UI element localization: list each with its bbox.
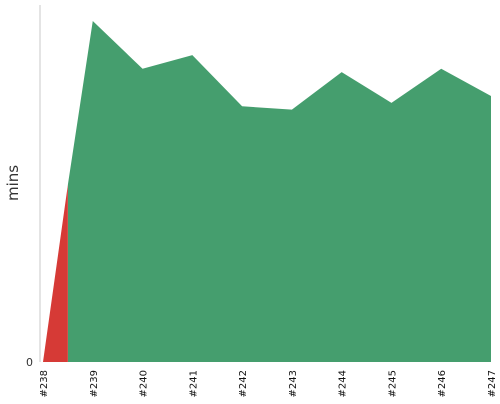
x-tick-label: #239 — [89, 370, 100, 397]
x-tick-label: #242 — [238, 370, 249, 397]
x-tick-label: #245 — [387, 370, 398, 397]
y-tick-label: 0 — [26, 356, 33, 369]
x-tick-label: #247 — [487, 370, 498, 397]
x-tick-label: #243 — [288, 370, 299, 397]
success-area — [67, 21, 491, 362]
x-tick-label: #246 — [437, 370, 448, 397]
failed-area — [43, 184, 68, 362]
x-tick-label: #241 — [188, 370, 199, 397]
x-tick-label: #244 — [338, 370, 349, 397]
x-axis-ticks: #238 #239 #240 #241 #242 #243 #244 #245 #246 #247 — [39, 370, 498, 397]
plot-area — [43, 21, 491, 362]
y-axis-ticks: 0 — [26, 356, 33, 369]
y-axis-label: mins — [4, 165, 22, 201]
x-tick-label: #238 — [39, 370, 50, 397]
x-tick-label: #240 — [139, 370, 150, 397]
